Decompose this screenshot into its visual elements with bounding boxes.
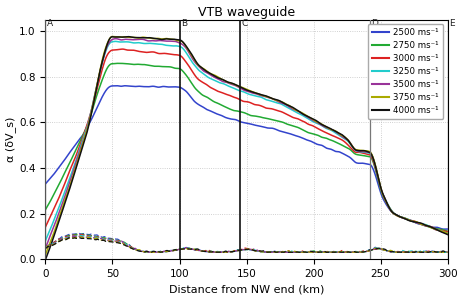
Legend: 2500 ms⁻¹, 2750 ms⁻¹, 3000 ms⁻¹, 3250 ms⁻¹, 3500 ms⁻¹, 3750 ms⁻¹, 4000 ms⁻¹: 2500 ms⁻¹, 2750 ms⁻¹, 3000 ms⁻¹, 3250 ms… — [368, 24, 444, 119]
Y-axis label: α (δV_s): α (δV_s) — [6, 117, 17, 162]
Text: C: C — [241, 19, 247, 28]
X-axis label: Distance from NW end (km): Distance from NW end (km) — [169, 284, 324, 294]
Text: E: E — [449, 19, 455, 28]
Text: A: A — [47, 19, 53, 28]
Text: D: D — [371, 19, 378, 28]
Title: VTB waveguide: VTB waveguide — [198, 6, 295, 19]
Text: B: B — [181, 19, 187, 28]
